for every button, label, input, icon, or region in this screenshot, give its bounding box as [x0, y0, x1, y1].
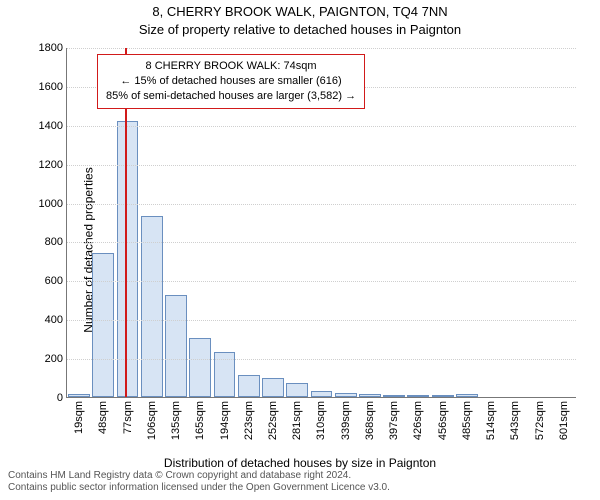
bar: [165, 295, 187, 397]
bar: [383, 395, 405, 397]
gridline: [67, 165, 576, 166]
bar-slot: 19sqm: [67, 48, 91, 397]
gridline: [67, 126, 576, 127]
x-tick-label: 485sqm: [461, 401, 473, 440]
bar-slot: 426sqm: [406, 48, 430, 397]
y-tick-label: 0: [57, 392, 63, 404]
y-tick-label: 1600: [39, 81, 63, 93]
annotation-box: 8 CHERRY BROOK WALK: 74sqm← 15% of detac…: [97, 54, 365, 109]
x-tick-label: 252sqm: [267, 401, 279, 440]
annotation-line: 8 CHERRY BROOK WALK: 74sqm: [106, 59, 356, 74]
x-tick-label: 397sqm: [388, 401, 400, 440]
gridline: [67, 359, 576, 360]
x-tick-label: 572sqm: [534, 401, 546, 440]
bar-slot: 543sqm: [503, 48, 527, 397]
x-axis-label: Distribution of detached houses by size …: [0, 456, 600, 470]
gridline: [67, 320, 576, 321]
annotation-line: ← 15% of detached houses are smaller (61…: [106, 74, 356, 89]
x-tick-label: 135sqm: [170, 401, 182, 440]
x-tick-label: 456sqm: [437, 401, 449, 440]
gridline: [67, 204, 576, 205]
x-tick-label: 514sqm: [485, 401, 497, 440]
copyright-line-1: Contains HM Land Registry data © Crown c…: [8, 470, 390, 482]
bar: [407, 395, 429, 397]
bar-slot: 456sqm: [431, 48, 455, 397]
x-tick-label: 165sqm: [194, 401, 206, 440]
y-tick-label: 1200: [39, 159, 63, 171]
bar: [456, 394, 478, 398]
x-tick-label: 77sqm: [122, 401, 134, 434]
page-subtitle: Size of property relative to detached ho…: [0, 22, 600, 37]
x-tick-label: 368sqm: [364, 401, 376, 440]
bar: [117, 121, 139, 397]
bar-slot: 397sqm: [382, 48, 406, 397]
bar: [92, 253, 114, 397]
plot-area: 19sqm48sqm77sqm106sqm135sqm165sqm194sqm2…: [66, 48, 576, 398]
annotation-line: 85% of semi-detached houses are larger (…: [106, 89, 356, 104]
bar-slot: 485sqm: [455, 48, 479, 397]
y-tick-label: 1800: [39, 42, 63, 54]
bar: [238, 375, 260, 397]
y-tick-label: 200: [45, 353, 63, 365]
bar-slot: 514sqm: [479, 48, 503, 397]
bar: [262, 378, 284, 397]
bar: [68, 394, 90, 397]
bar-slot: 572sqm: [527, 48, 551, 397]
y-tick-label: 400: [45, 314, 63, 326]
bar: [311, 391, 333, 397]
x-tick-label: 19sqm: [73, 401, 85, 434]
x-tick-label: 310sqm: [315, 401, 327, 440]
bar-slot: 601sqm: [552, 48, 576, 397]
bar: [335, 393, 357, 397]
y-tick-label: 1400: [39, 120, 63, 132]
gridline: [67, 242, 576, 243]
bar: [189, 338, 211, 397]
x-tick-label: 601sqm: [558, 401, 570, 440]
gridline: [67, 48, 576, 49]
gridline: [67, 281, 576, 282]
bar: [286, 383, 308, 397]
y-tick-label: 800: [45, 236, 63, 248]
x-tick-label: 223sqm: [243, 401, 255, 440]
chart-container: 8, CHERRY BROOK WALK, PAIGNTON, TQ4 7NN …: [0, 0, 600, 500]
bar: [359, 394, 381, 397]
page-title: 8, CHERRY BROOK WALK, PAIGNTON, TQ4 7NN: [0, 4, 600, 19]
bar: [432, 395, 454, 397]
copyright-line-2: Contains public sector information licen…: [8, 482, 390, 494]
x-tick-label: 106sqm: [146, 401, 158, 440]
x-tick-label: 543sqm: [509, 401, 521, 440]
x-tick-label: 48sqm: [97, 401, 109, 434]
copyright: Contains HM Land Registry data © Crown c…: [8, 470, 390, 494]
y-tick-label: 1000: [39, 198, 63, 210]
y-tick-label: 600: [45, 275, 63, 287]
x-tick-label: 426sqm: [412, 401, 424, 440]
x-tick-label: 339sqm: [340, 401, 352, 440]
x-tick-label: 194sqm: [219, 401, 231, 440]
x-tick-label: 281sqm: [291, 401, 303, 440]
